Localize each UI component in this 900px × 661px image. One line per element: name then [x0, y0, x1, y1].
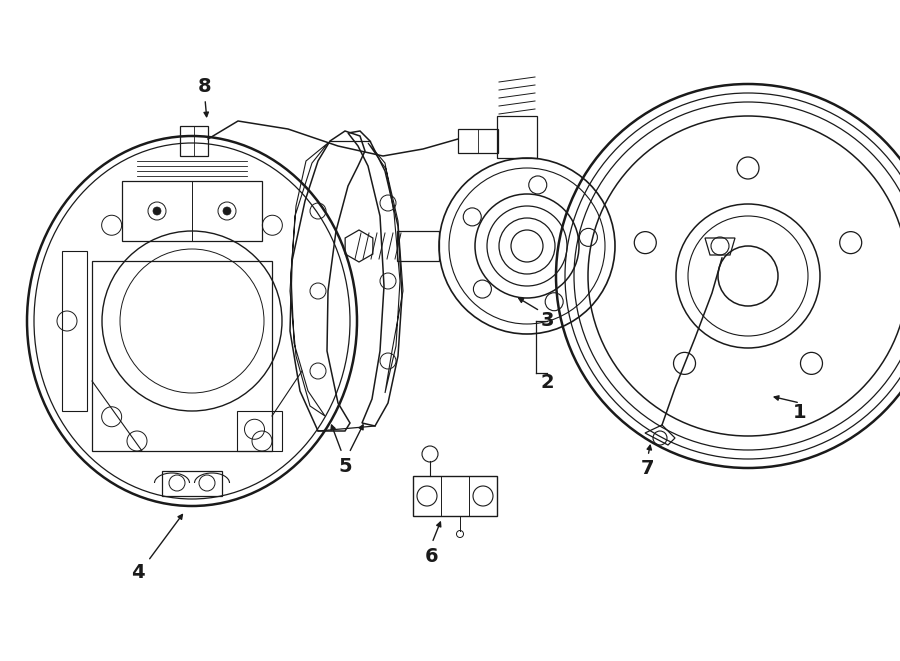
Text: 3: 3 [540, 311, 554, 330]
Text: 4: 4 [131, 563, 145, 582]
Text: 6: 6 [425, 547, 439, 566]
Text: 2: 2 [540, 373, 554, 393]
Text: 5: 5 [338, 457, 352, 475]
Text: 8: 8 [198, 77, 212, 95]
Text: 1: 1 [793, 403, 806, 422]
Text: 7: 7 [641, 459, 655, 479]
Circle shape [153, 207, 161, 215]
Circle shape [223, 207, 231, 215]
